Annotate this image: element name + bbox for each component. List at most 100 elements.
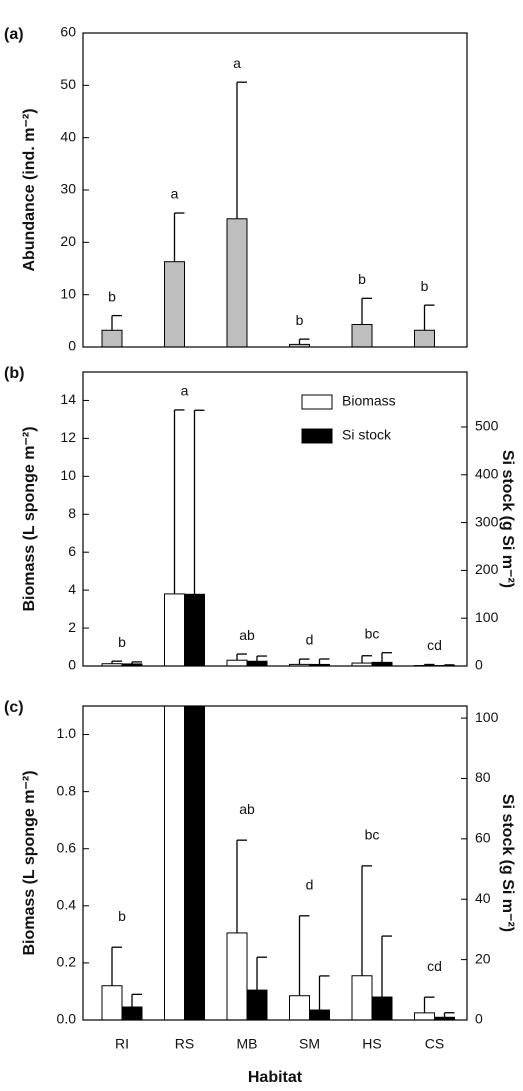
y-tick-label: 6 — [68, 543, 76, 559]
bar — [309, 1009, 330, 1020]
legend-swatch — [301, 428, 333, 444]
bar — [226, 218, 248, 347]
significance-letter: ab — [239, 627, 255, 643]
bar — [101, 329, 123, 347]
plot-frame — [82, 371, 468, 667]
bar — [414, 329, 435, 347]
error-bar — [443, 1012, 455, 1018]
y-tick-label: 40 — [60, 128, 76, 144]
y-tick-label: 20 — [60, 233, 76, 249]
y-tick-label: 4 — [68, 581, 76, 597]
error-bar — [111, 660, 122, 664]
error-bar — [361, 297, 372, 325]
bar — [289, 995, 310, 1020]
plot-area — [101, 409, 455, 666]
error-bar — [298, 338, 310, 345]
y-tick-label: 0.2 — [57, 954, 77, 970]
bar — [371, 996, 393, 1020]
significance-letter: cd — [427, 958, 442, 974]
x-tick-label: CS — [425, 1036, 444, 1052]
y-tick-label: 60 — [60, 24, 76, 40]
y-tick-label: 0.6 — [57, 839, 77, 855]
y-tick-label: 50 — [60, 76, 76, 92]
error-bar — [318, 658, 330, 665]
bar — [121, 1006, 143, 1020]
y-tick-label: 2 — [68, 619, 76, 635]
significance-letter: b — [118, 908, 126, 924]
y2-tick-label: 500 — [475, 418, 499, 434]
error-bar — [195, 0, 205, 567]
y-tick-label: 30 — [60, 181, 76, 197]
y-tick-label: 10 — [60, 467, 76, 483]
error-bar — [111, 946, 122, 986]
y2-tick-label: 0 — [475, 657, 483, 673]
y2-tick-label: 80 — [475, 769, 491, 785]
x-tick-label: HS — [362, 1036, 381, 1052]
y-tick-label: 1.0 — [57, 725, 77, 741]
error-bar — [423, 304, 435, 331]
bar — [164, 261, 185, 347]
error-bar — [256, 956, 267, 991]
error-bar — [298, 915, 310, 996]
legend-swatch — [301, 394, 333, 410]
y2-tick-label: 100 — [475, 609, 499, 625]
significance-letter: a — [171, 186, 179, 202]
y-tick-label: 0 — [68, 657, 76, 673]
bar — [226, 932, 248, 1020]
significance-letter: bc — [365, 625, 380, 641]
x-tick-label: SM — [299, 1036, 320, 1052]
error-bar — [131, 661, 142, 664]
significance-letter: b — [421, 278, 429, 294]
bar — [164, 593, 185, 666]
legend-label: Si stock — [342, 427, 392, 443]
significance-letter: ab — [239, 801, 255, 817]
x-tick-label: MB — [237, 1036, 258, 1052]
significance-letter: b — [118, 634, 126, 650]
y2-tick-label: 40 — [475, 890, 491, 906]
y-axis-title: Biomass (L sponge m⁻²) — [21, 770, 38, 955]
y2-tick-label: 20 — [475, 950, 491, 966]
error-bar — [193, 409, 205, 595]
error-bar — [298, 658, 310, 665]
plot-area — [101, 0, 455, 1020]
error-bar — [381, 935, 392, 998]
error-bar — [173, 409, 185, 594]
error-bar — [423, 663, 435, 666]
y-tick-label: 14 — [60, 391, 76, 407]
significance-letter: cd — [427, 637, 442, 653]
error-bar — [256, 655, 267, 662]
bar — [246, 660, 268, 666]
error-bar — [318, 975, 330, 1011]
significance-letter: b — [108, 288, 116, 304]
plot-frame — [82, 32, 468, 348]
y-tick-label: 0.4 — [57, 897, 77, 913]
significance-letter: a — [233, 55, 241, 71]
y-tick-label: 10 — [60, 285, 76, 301]
plot-area — [101, 81, 435, 347]
y-axis-title: Abundance (ind. m⁻²) — [21, 108, 38, 271]
y-axis-title: Biomass (L sponge m⁻²) — [21, 426, 38, 611]
bar — [246, 989, 268, 1020]
error-bar — [173, 212, 185, 262]
y-tick-label: 12 — [60, 429, 76, 445]
bar — [351, 323, 373, 347]
bar — [101, 985, 123, 1020]
significance-letter: b — [358, 271, 366, 287]
y2-axis-title: Si stock (g Si m⁻²) — [499, 794, 516, 932]
error-bar — [423, 996, 435, 1013]
panel-label: (a) — [4, 26, 24, 43]
error-bar — [236, 653, 247, 661]
error-bar — [381, 652, 392, 663]
significance-letter: b — [296, 312, 304, 328]
y2-axis-title: Si stock (g Si m⁻²) — [499, 450, 516, 588]
significance-letter: bc — [365, 827, 380, 843]
error-bar — [236, 839, 247, 933]
y2-tick-label: 200 — [475, 561, 499, 577]
significance-letter: d — [306, 877, 314, 893]
error-bar — [236, 81, 247, 219]
legend-label: Biomass — [342, 393, 396, 409]
significance-letter: d — [306, 632, 314, 648]
y2-tick-label: 0 — [475, 1011, 483, 1027]
error-bar — [131, 993, 142, 1008]
